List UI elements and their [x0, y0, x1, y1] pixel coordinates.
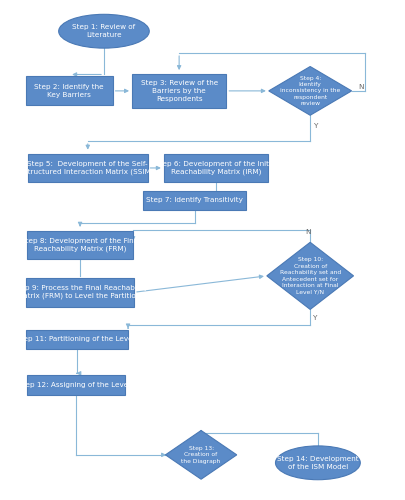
Ellipse shape — [275, 446, 359, 480]
Text: Step 1: Review of
Literature: Step 1: Review of Literature — [72, 24, 135, 38]
Text: Step 9: Process the Final Reachability
Matrix (FRM) to Level the Partitions: Step 9: Process the Final Reachability M… — [13, 285, 147, 300]
FancyBboxPatch shape — [27, 230, 133, 260]
Text: Step 13:
Creation of
the Diagraph: Step 13: Creation of the Diagraph — [181, 446, 220, 464]
Polygon shape — [268, 66, 351, 116]
Text: Y: Y — [313, 123, 318, 129]
Text: Step 12: Assigning of the Levels: Step 12: Assigning of the Levels — [18, 382, 134, 388]
FancyBboxPatch shape — [28, 154, 147, 182]
Text: Step 5:  Development of the Self-
Structured Interaction Matrix (SSIM): Step 5: Development of the Self- Structu… — [22, 161, 153, 175]
Text: Step 4:
Identify
inconsistency in the
respondent
review: Step 4: Identify inconsistency in the re… — [279, 76, 339, 106]
Text: Step 10:
Creation of
Reachability set and
Antecedent set for
Interaction at Fina: Step 10: Creation of Reachability set an… — [279, 258, 340, 294]
Text: Y: Y — [312, 316, 316, 322]
FancyBboxPatch shape — [26, 278, 134, 306]
FancyBboxPatch shape — [132, 74, 226, 108]
FancyBboxPatch shape — [163, 154, 267, 182]
Text: Step 2: Identify the
Key Barriers: Step 2: Identify the Key Barriers — [34, 84, 104, 98]
Text: N: N — [358, 84, 363, 90]
Text: Step 8: Development of the Final
Reachability Matrix (FRM): Step 8: Development of the Final Reachab… — [21, 238, 139, 252]
FancyBboxPatch shape — [26, 76, 112, 106]
FancyBboxPatch shape — [26, 330, 128, 349]
Text: N: N — [305, 230, 310, 235]
Text: Step 6: Development of the Initial
Reachability Matrix (IRM): Step 6: Development of the Initial Reach… — [154, 161, 276, 175]
Text: Step 3: Review of the
Barriers by the
Respondents: Step 3: Review of the Barriers by the Re… — [140, 80, 217, 102]
Polygon shape — [165, 430, 236, 479]
Text: Step 11: Partitioning of the Levels: Step 11: Partitioning of the Levels — [16, 336, 138, 342]
Text: Step 14: Development
of the ISM Model: Step 14: Development of the ISM Model — [276, 456, 358, 469]
FancyBboxPatch shape — [27, 376, 125, 395]
Polygon shape — [266, 242, 353, 310]
Ellipse shape — [59, 14, 149, 48]
Text: Step 7: Identify Transitivity: Step 7: Identify Transitivity — [146, 198, 242, 203]
FancyBboxPatch shape — [143, 191, 245, 210]
